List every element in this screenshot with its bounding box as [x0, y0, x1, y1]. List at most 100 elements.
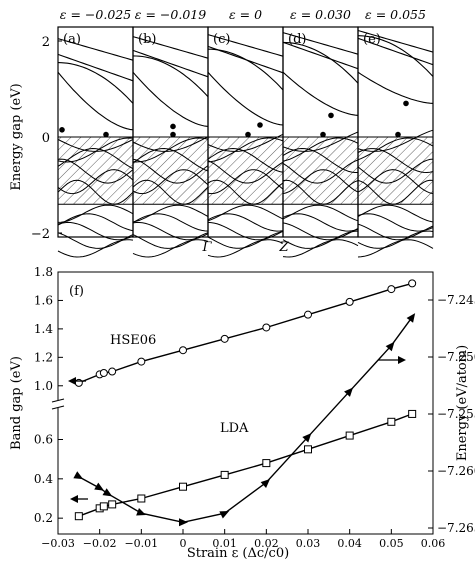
left-y-tick-label: 0.4: [34, 472, 53, 486]
lda-point: [220, 470, 229, 479]
valence-band: [282, 131, 359, 152]
conduction-band: [207, 45, 284, 74]
left-y-tick-label: 1.6: [34, 293, 53, 307]
conduction-band: [207, 34, 284, 57]
lda-point: [108, 500, 117, 509]
hse06-point: [179, 346, 187, 355]
valence-band: [357, 158, 434, 184]
conduction-band: [57, 38, 134, 61]
x-tick-label: 0.04: [337, 537, 362, 550]
valence-band: [207, 169, 284, 195]
deep-band: [357, 230, 434, 249]
energy-point: [344, 387, 354, 397]
cbm-dot: [170, 123, 176, 130]
conduction-band: [207, 71, 284, 126]
deep-band: [282, 222, 359, 241]
plot-frame: [57, 271, 434, 535]
hse06-point: [345, 297, 354, 306]
cbm-dot: [257, 122, 263, 128]
conduction-band: [57, 53, 134, 82]
band-panel: (b) ε = −0.019: [132, 7, 209, 258]
lda-left-axis-arrow: [70, 495, 88, 503]
hse06-point: [99, 368, 108, 377]
deep-band: [282, 213, 359, 232]
panel-frame: [357, 26, 434, 238]
valence-band: [57, 179, 134, 205]
lda-point: [99, 502, 108, 511]
conduction-band: [57, 62, 134, 104]
deep-band: [132, 213, 209, 232]
z-tick-label: Z: [278, 240, 289, 255]
right-y-tick-label: −7.255: [437, 407, 475, 421]
left-y-tick-label: 1.0: [34, 379, 53, 393]
left-y-tick-label: 0.6: [34, 433, 53, 447]
deep-band: [132, 232, 209, 249]
right-y-tick-label: −7.245: [437, 293, 475, 307]
x-tick-label: 0: [180, 537, 187, 550]
hse06-point: [262, 323, 271, 332]
strain-header-label: ε = 0: [229, 7, 262, 22]
energy-point: [179, 518, 188, 527]
x-tick-label: 0.03: [296, 537, 321, 550]
hse-left-axis-arrow: [68, 377, 86, 385]
conduction-band: [357, 35, 434, 77]
band-structure-chart: Energy gap (eV) −2 0 2 (a) ε = −0.025 (b) ε =…: [9, 7, 434, 258]
hse06-point: [220, 334, 229, 343]
valence-band: [57, 147, 134, 170]
vbm-dot: [170, 131, 176, 138]
x-tick-label: 0.01: [212, 537, 237, 550]
lda-point: [387, 417, 396, 426]
top-y-tick-label: 0: [42, 131, 50, 146]
valence-band: [132, 158, 209, 184]
energy-point: [406, 313, 416, 323]
deep-band: [282, 230, 359, 249]
panel-frame: [132, 26, 209, 238]
x-tick-label: −0.02: [83, 537, 117, 550]
vbm-dot: [103, 131, 109, 138]
x-tick-label: −0.03: [41, 537, 75, 550]
valence-band: [357, 169, 434, 195]
valence-band: [357, 137, 434, 161]
lda-series-label: LDA: [220, 421, 249, 436]
band-panel: (e) ε = 0.055: [357, 7, 434, 258]
deep-band: [357, 239, 434, 258]
conduction-band: [357, 37, 434, 66]
strain-header-label: ε = 0.055: [365, 7, 426, 22]
panel-letter-label: (a): [63, 32, 81, 47]
top-y-tick-label: −2: [31, 227, 50, 242]
conduction-band: [282, 71, 359, 116]
valence-band: [282, 147, 358, 173]
valence-band: [357, 148, 434, 174]
x-tick-label: −0.01: [124, 537, 158, 550]
left-y-tick-label: 1.8: [34, 265, 53, 279]
valence-band: [207, 133, 284, 152]
energy-point: [260, 479, 270, 489]
energy-point: [94, 482, 105, 491]
right-y-tick-label: −7.260: [437, 464, 475, 478]
valence-band: [357, 129, 434, 152]
band-gap-vs-strain-chart: (f) −0.03 −0.02 −0.01 0 0.01 0.02 0.03 0.04 0.05…: [9, 265, 475, 561]
deep-band: [132, 239, 209, 258]
conduction-band: [132, 36, 209, 59]
band-panel: (a) ε = −0.025: [57, 7, 134, 258]
lda-point: [345, 431, 354, 440]
top-y-tick-label: 2: [42, 35, 50, 50]
hse06-point: [408, 279, 417, 288]
valence-band: [132, 169, 209, 195]
cbm-dot: [403, 100, 409, 107]
top-y-axis-label: Energy gap (eV): [9, 83, 24, 190]
hse06-point: [304, 310, 312, 319]
energy-right-axis-arrow: [378, 356, 406, 364]
deep-band: [57, 213, 134, 232]
valence-band: [132, 179, 209, 205]
deep-band: [207, 239, 284, 258]
right-y-tick-label: −7.250: [437, 350, 475, 364]
panel-letter-label: (e): [363, 32, 381, 47]
conduction-band: [132, 71, 209, 127]
x-tick-label: 0.02: [254, 537, 279, 550]
vbm-dot: [245, 131, 251, 138]
x-tick-label: 0.05: [379, 537, 404, 550]
lda-point: [137, 494, 146, 503]
left-y-tick-label: 0.2: [34, 511, 53, 525]
axis-break: [51, 398, 66, 410]
